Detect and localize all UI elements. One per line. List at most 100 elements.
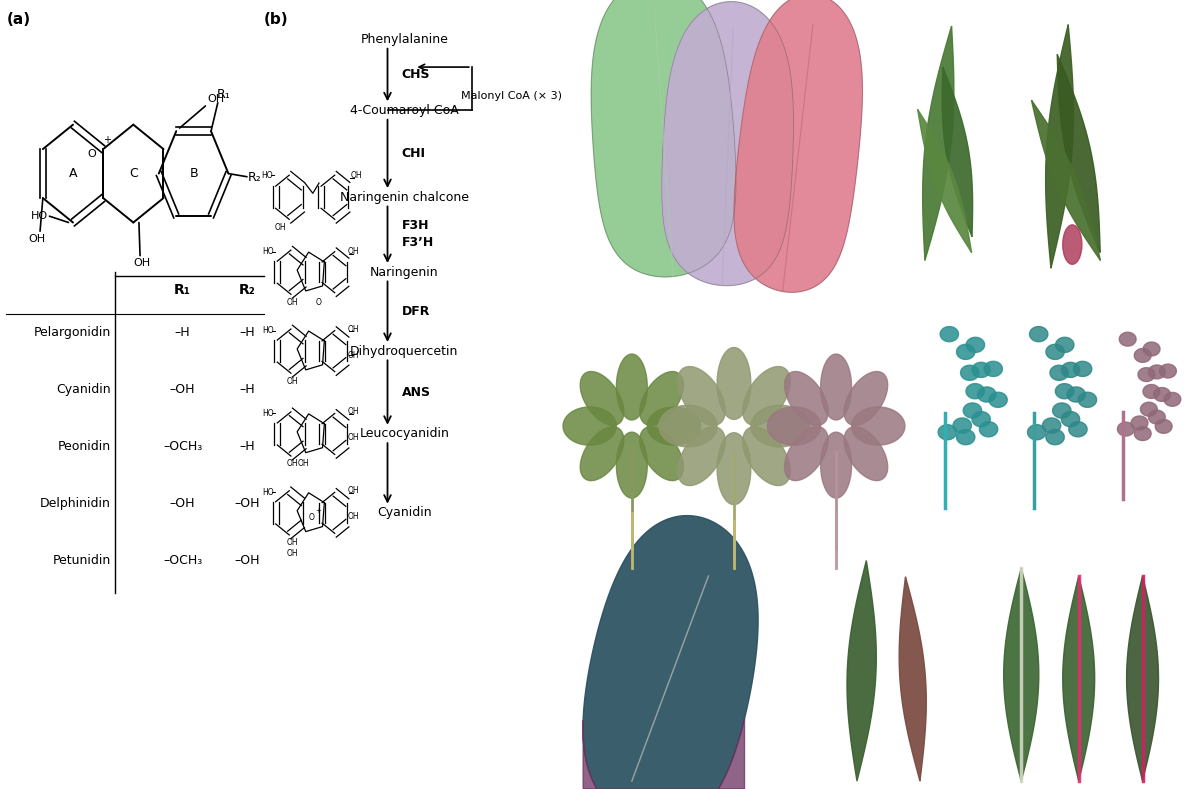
Text: Phenylalanine: Phenylalanine — [360, 33, 449, 46]
Text: –OCH₃: –OCH₃ — [163, 554, 202, 567]
Polygon shape — [718, 347, 751, 420]
Polygon shape — [743, 427, 791, 485]
Polygon shape — [1153, 387, 1170, 402]
Polygon shape — [984, 361, 1002, 376]
Polygon shape — [966, 337, 984, 353]
Text: B: B — [190, 167, 198, 180]
Text: OH: OH — [287, 376, 298, 386]
Polygon shape — [1061, 412, 1080, 427]
Polygon shape — [1134, 427, 1151, 440]
Text: OH: OH — [348, 512, 360, 522]
Polygon shape — [1027, 424, 1046, 439]
Polygon shape — [640, 427, 684, 481]
Text: Naringenin chalcone: Naringenin chalcone — [340, 191, 469, 204]
Polygon shape — [1140, 402, 1157, 416]
Polygon shape — [734, 0, 863, 292]
Polygon shape — [972, 362, 990, 377]
Polygon shape — [1120, 332, 1136, 346]
Polygon shape — [1063, 576, 1094, 781]
Text: OH: OH — [208, 94, 224, 103]
Text: Petunidin: Petunidin — [53, 554, 110, 567]
Text: OH: OH — [275, 222, 287, 232]
Text: OH: OH — [298, 459, 310, 469]
Text: HO: HO — [31, 211, 48, 221]
Text: –OH: –OH — [234, 554, 260, 567]
Ellipse shape — [1063, 225, 1082, 264]
Text: –OCH₃: –OCH₃ — [163, 440, 202, 453]
Text: –OH: –OH — [169, 383, 196, 396]
Polygon shape — [1074, 361, 1092, 376]
Polygon shape — [767, 407, 821, 445]
Text: ANS: ANS — [402, 386, 431, 399]
Polygon shape — [1159, 364, 1176, 378]
Polygon shape — [1043, 418, 1061, 433]
Polygon shape — [617, 354, 647, 420]
Polygon shape — [1050, 365, 1068, 380]
Polygon shape — [1148, 365, 1165, 379]
Polygon shape — [956, 429, 974, 445]
Text: (f): (f) — [890, 280, 911, 295]
Text: OH: OH — [348, 324, 360, 334]
Text: Delphinidin: Delphinidin — [40, 497, 110, 510]
Text: Leucocyanidin: Leucocyanidin — [360, 428, 449, 440]
Text: C: C — [128, 167, 138, 180]
Polygon shape — [821, 432, 852, 498]
Polygon shape — [942, 67, 973, 237]
Polygon shape — [972, 412, 990, 427]
Text: +: + — [316, 508, 322, 514]
Text: –H: –H — [239, 440, 254, 453]
Polygon shape — [847, 560, 876, 781]
Polygon shape — [1032, 100, 1100, 260]
Polygon shape — [647, 407, 701, 445]
Polygon shape — [923, 26, 954, 260]
Polygon shape — [583, 719, 744, 789]
Polygon shape — [1046, 344, 1064, 360]
Text: –OH: –OH — [169, 497, 196, 510]
Polygon shape — [581, 372, 624, 425]
Polygon shape — [1127, 576, 1158, 781]
Text: O: O — [308, 513, 314, 522]
Polygon shape — [1067, 387, 1085, 402]
Text: OH: OH — [348, 407, 360, 417]
Polygon shape — [1030, 327, 1048, 342]
Text: OH: OH — [348, 247, 360, 256]
Polygon shape — [979, 421, 997, 437]
Text: (e): (e) — [571, 280, 595, 295]
Text: (g): (g) — [571, 548, 595, 563]
Polygon shape — [852, 407, 905, 445]
Text: OH: OH — [348, 433, 360, 443]
Polygon shape — [1069, 421, 1087, 437]
Text: (b): (b) — [264, 12, 288, 27]
Polygon shape — [844, 372, 888, 425]
Text: OH: OH — [29, 234, 46, 244]
Text: OH: OH — [287, 297, 298, 307]
Text: F3H: F3H — [402, 219, 430, 232]
Polygon shape — [1132, 416, 1148, 430]
Text: O: O — [316, 297, 322, 307]
Polygon shape — [1046, 429, 1064, 445]
Text: –H: –H — [239, 383, 254, 396]
Text: CHI: CHI — [402, 148, 426, 160]
Polygon shape — [1055, 383, 1074, 398]
Text: (a): (a) — [7, 12, 31, 27]
Text: Pelargonidin: Pelargonidin — [34, 327, 110, 339]
Text: HO: HO — [263, 488, 275, 497]
Polygon shape — [563, 407, 617, 445]
Polygon shape — [1003, 568, 1039, 781]
Text: OH: OH — [287, 538, 298, 548]
Text: Naringenin: Naringenin — [370, 266, 439, 279]
Polygon shape — [918, 110, 972, 252]
Text: R₂: R₂ — [239, 283, 256, 297]
Polygon shape — [661, 2, 793, 286]
Polygon shape — [1057, 54, 1100, 252]
Text: –H: –H — [175, 327, 191, 339]
Polygon shape — [1052, 403, 1070, 418]
Text: –H: –H — [239, 327, 254, 339]
Polygon shape — [1056, 337, 1074, 353]
Polygon shape — [785, 372, 828, 425]
Text: (c): (c) — [571, 9, 594, 24]
Polygon shape — [1148, 410, 1165, 424]
Polygon shape — [1079, 392, 1097, 407]
Text: Cyanidin: Cyanidin — [377, 507, 432, 519]
Polygon shape — [1138, 368, 1154, 382]
